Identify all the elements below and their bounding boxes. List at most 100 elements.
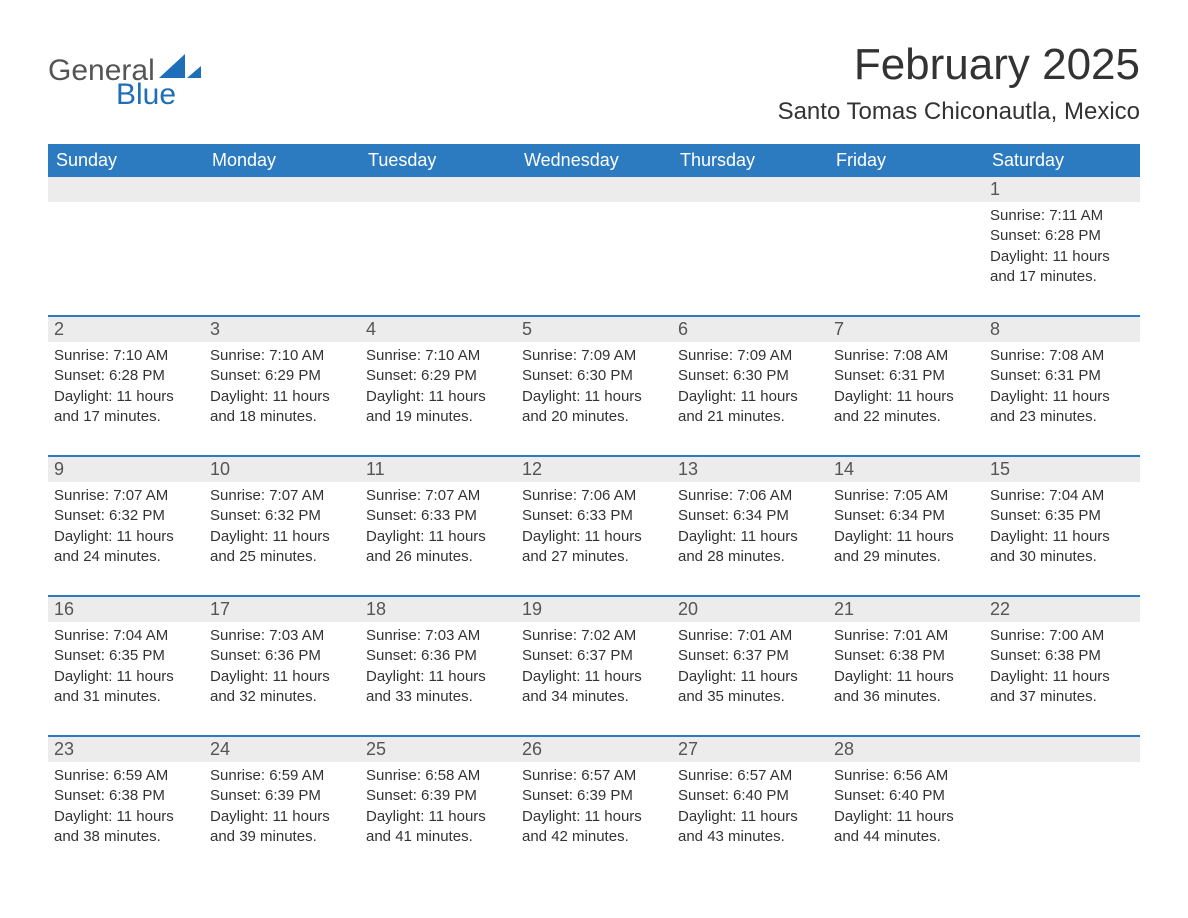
day-sunrise: Sunrise: 7:00 AM xyxy=(990,626,1134,646)
day-daylight1: Daylight: 11 hours xyxy=(990,527,1134,547)
day-daylight2: and 21 minutes. xyxy=(678,407,822,427)
day-sunrise: Sunrise: 7:08 AM xyxy=(990,346,1134,366)
day-daylight1: Daylight: 11 hours xyxy=(834,667,978,687)
day-cell: Sunrise: 7:10 AMSunset: 6:28 PMDaylight:… xyxy=(48,342,204,455)
day-number: 8 xyxy=(984,317,1140,342)
day-cell: Sunrise: 7:08 AMSunset: 6:31 PMDaylight:… xyxy=(828,342,984,455)
day-daylight2: and 37 minutes. xyxy=(990,687,1134,707)
week-row: 9101112131415Sunrise: 7:07 AMSunset: 6:3… xyxy=(48,455,1140,595)
day-cell: Sunrise: 6:57 AMSunset: 6:40 PMDaylight:… xyxy=(672,762,828,875)
day-daylight2: and 39 minutes. xyxy=(210,827,354,847)
day-cell: Sunrise: 7:03 AMSunset: 6:36 PMDaylight:… xyxy=(360,622,516,735)
day-cell: Sunrise: 7:05 AMSunset: 6:34 PMDaylight:… xyxy=(828,482,984,595)
day-cell: Sunrise: 6:56 AMSunset: 6:40 PMDaylight:… xyxy=(828,762,984,875)
day-cell: Sunrise: 6:58 AMSunset: 6:39 PMDaylight:… xyxy=(360,762,516,875)
day-sunrise: Sunrise: 7:06 AM xyxy=(678,486,822,506)
day-cell: Sunrise: 7:09 AMSunset: 6:30 PMDaylight:… xyxy=(672,342,828,455)
dow-wednesday: Wednesday xyxy=(516,144,672,177)
day-number: 16 xyxy=(48,597,204,622)
day-daylight1: Daylight: 11 hours xyxy=(366,667,510,687)
day-number: 7 xyxy=(828,317,984,342)
day-daylight2: and 17 minutes. xyxy=(54,407,198,427)
day-daylight2: and 24 minutes. xyxy=(54,547,198,567)
day-daylight2: and 19 minutes. xyxy=(366,407,510,427)
day-number xyxy=(672,177,828,202)
day-number: 26 xyxy=(516,737,672,762)
day-daylight2: and 22 minutes. xyxy=(834,407,978,427)
day-number: 1 xyxy=(984,177,1140,202)
day-sunrise: Sunrise: 7:04 AM xyxy=(54,626,198,646)
day-daylight2: and 20 minutes. xyxy=(522,407,666,427)
days-of-week-row: Sunday Monday Tuesday Wednesday Thursday… xyxy=(48,144,1140,177)
day-daylight2: and 34 minutes. xyxy=(522,687,666,707)
day-sunset: Sunset: 6:38 PM xyxy=(834,646,978,666)
day-sunrise: Sunrise: 7:01 AM xyxy=(678,626,822,646)
day-daylight1: Daylight: 11 hours xyxy=(834,387,978,407)
title-block: February 2025 Santo Tomas Chiconautla, M… xyxy=(778,40,1140,126)
brand-logo: General Blue xyxy=(48,40,201,112)
day-sunrise: Sunrise: 7:03 AM xyxy=(366,626,510,646)
day-number: 23 xyxy=(48,737,204,762)
day-number-row: 1 xyxy=(48,177,1140,202)
day-cell: Sunrise: 7:08 AMSunset: 6:31 PMDaylight:… xyxy=(984,342,1140,455)
day-sunrise: Sunrise: 7:09 AM xyxy=(522,346,666,366)
day-number xyxy=(828,177,984,202)
day-daylight2: and 35 minutes. xyxy=(678,687,822,707)
day-cell: Sunrise: 7:04 AMSunset: 6:35 PMDaylight:… xyxy=(48,622,204,735)
day-number: 5 xyxy=(516,317,672,342)
day-sunset: Sunset: 6:39 PM xyxy=(366,786,510,806)
day-cell: Sunrise: 6:59 AMSunset: 6:39 PMDaylight:… xyxy=(204,762,360,875)
day-daylight2: and 28 minutes. xyxy=(678,547,822,567)
day-sunrise: Sunrise: 7:04 AM xyxy=(990,486,1134,506)
day-cell: Sunrise: 7:01 AMSunset: 6:37 PMDaylight:… xyxy=(672,622,828,735)
day-cell xyxy=(672,202,828,315)
day-sunset: Sunset: 6:33 PM xyxy=(366,506,510,526)
page-header: General Blue February 2025 Santo Tomas C… xyxy=(48,40,1140,126)
day-sunrise: Sunrise: 7:07 AM xyxy=(210,486,354,506)
day-cell: Sunrise: 7:00 AMSunset: 6:38 PMDaylight:… xyxy=(984,622,1140,735)
day-number xyxy=(48,177,204,202)
day-number: 22 xyxy=(984,597,1140,622)
week-row: 2345678Sunrise: 7:10 AMSunset: 6:28 PMDa… xyxy=(48,315,1140,455)
day-daylight1: Daylight: 11 hours xyxy=(54,527,198,547)
day-sunset: Sunset: 6:32 PM xyxy=(210,506,354,526)
day-number: 18 xyxy=(360,597,516,622)
day-cell xyxy=(828,202,984,315)
day-daylight2: and 44 minutes. xyxy=(834,827,978,847)
day-number: 25 xyxy=(360,737,516,762)
day-number: 10 xyxy=(204,457,360,482)
day-sunset: Sunset: 6:40 PM xyxy=(678,786,822,806)
day-number: 6 xyxy=(672,317,828,342)
day-sunrise: Sunrise: 7:03 AM xyxy=(210,626,354,646)
day-daylight1: Daylight: 11 hours xyxy=(834,807,978,827)
day-cell: Sunrise: 7:06 AMSunset: 6:33 PMDaylight:… xyxy=(516,482,672,595)
day-sunset: Sunset: 6:28 PM xyxy=(54,366,198,386)
day-daylight1: Daylight: 11 hours xyxy=(366,527,510,547)
day-number-row: 2345678 xyxy=(48,317,1140,342)
dow-thursday: Thursday xyxy=(672,144,828,177)
day-number xyxy=(984,737,1140,762)
day-cell: Sunrise: 7:06 AMSunset: 6:34 PMDaylight:… xyxy=(672,482,828,595)
day-daylight1: Daylight: 11 hours xyxy=(210,667,354,687)
day-sunrise: Sunrise: 7:06 AM xyxy=(522,486,666,506)
day-number: 3 xyxy=(204,317,360,342)
day-daylight1: Daylight: 11 hours xyxy=(522,527,666,547)
day-daylight1: Daylight: 11 hours xyxy=(522,667,666,687)
day-cell xyxy=(516,202,672,315)
day-daylight1: Daylight: 11 hours xyxy=(678,667,822,687)
day-cell xyxy=(204,202,360,315)
day-number: 21 xyxy=(828,597,984,622)
day-cell: Sunrise: 7:09 AMSunset: 6:30 PMDaylight:… xyxy=(516,342,672,455)
week-row: 16171819202122Sunrise: 7:04 AMSunset: 6:… xyxy=(48,595,1140,735)
day-sunset: Sunset: 6:34 PM xyxy=(834,506,978,526)
day-sunset: Sunset: 6:30 PM xyxy=(522,366,666,386)
day-daylight2: and 17 minutes. xyxy=(990,267,1134,287)
dow-monday: Monday xyxy=(204,144,360,177)
day-daylight2: and 26 minutes. xyxy=(366,547,510,567)
day-daylight1: Daylight: 11 hours xyxy=(522,807,666,827)
day-daylight1: Daylight: 11 hours xyxy=(678,807,822,827)
day-number-row: 9101112131415 xyxy=(48,457,1140,482)
day-daylight1: Daylight: 11 hours xyxy=(366,387,510,407)
day-number xyxy=(516,177,672,202)
day-sunrise: Sunrise: 7:10 AM xyxy=(366,346,510,366)
